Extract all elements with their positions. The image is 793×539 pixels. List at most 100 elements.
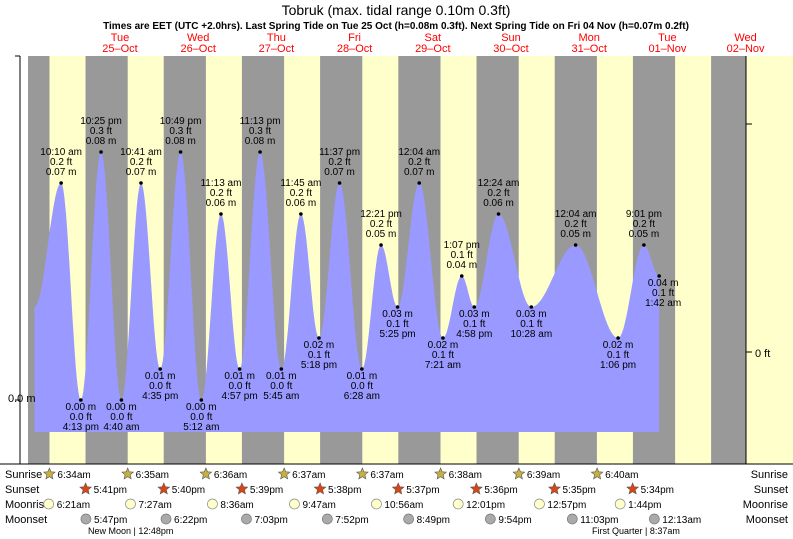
star-icon [512,467,526,480]
extreme-ft-label: 0.3 ft [169,126,191,137]
extreme-ft-label: 0.1 ft [607,350,629,361]
day-labels: Tue25–OctWed26–OctThu27–OctFri28–OctSat2… [102,32,765,55]
extreme-dot [417,181,422,185]
sunset-time: 5:41pm [94,485,127,496]
extreme-m-label: 0.02 m [428,340,459,351]
extreme-time-label: 11:45 am [280,178,321,189]
extreme-ft-label: 0.2 ft [565,219,587,230]
extreme-m-label: 0.05 m [629,229,660,240]
extreme-ft-label: 0.1 ft [386,319,408,330]
extreme-m-label: 0.08 m [86,136,117,147]
moonset-time: 9:54pm [498,515,531,526]
moonset-icon [648,513,660,525]
extreme-time-label: 10:28 am [510,329,552,340]
extreme-time-label: 12:21 pm [360,209,402,220]
day-name-label: Sat [425,32,442,44]
extreme-ft-label: 0.1 ft [451,250,473,261]
moonset-icon [566,513,578,525]
moonrise-icon [289,498,300,510]
extreme-m-label: 0.02 m [304,340,335,351]
day-date-label: 26–Oct [180,43,215,55]
extreme-m-label: 0.00 m [186,402,217,413]
extreme-ft-label: 0.1 ft [308,350,330,361]
right-axis-label: 0 ft [755,348,770,360]
row-label-left: Moonrise [5,499,50,511]
extreme-time-label: 10:49 pm [160,116,202,127]
extreme-ft-label: 0.2 ft [408,157,430,168]
day-date-label: 28–Oct [337,43,372,55]
extreme-m-label: 0.07 m [404,167,435,178]
moonrise-icon [452,498,464,510]
extreme-time-label: 11:37 pm [319,147,360,158]
day-date-label: 30–Oct [493,43,528,55]
day-date-label: 29–Oct [415,43,450,55]
moonset-icon [403,513,414,525]
extreme-m-label: 0.05 m [560,229,591,240]
moonset-time: 7:03pm [254,515,287,526]
moonrise-icon [534,498,545,510]
sunset-time: 5:36pm [484,485,517,496]
moonset-icon [241,513,252,525]
extreme-m-label: 0.07 m [46,167,77,178]
extreme-ft-label: 0.2 ft [633,219,655,230]
row-label-right: Moonrise [743,499,788,511]
day-name-label: Tue [658,32,677,44]
moonrise-time: 7:27am [138,500,171,511]
star-icon [235,482,249,495]
extreme-dot [178,150,183,154]
extreme-ft-label: 0.2 ft [290,188,312,199]
sunrise-time: 6:37am [292,470,325,481]
extreme-m-label: 0.08 m [245,136,276,147]
extreme-m-label: 0.00 m [106,402,137,413]
moonset-time: 8:49pm [417,515,450,526]
extreme-ft-label: 0.0 ft [351,381,373,392]
extreme-ft-label: 0.2 ft [328,157,350,168]
extreme-time-label: 1:07 pm [444,240,480,251]
extreme-time-label: 9:01 pm [626,209,662,220]
extreme-time-label: 5:25 pm [379,329,415,340]
extreme-ft-label: 0.2 ft [487,188,509,199]
extreme-time-label: 10:25 pm [80,116,122,127]
extreme-dot [299,212,303,216]
day-date-label: 31–Oct [571,43,606,55]
extreme-time-label: 10:41 am [120,147,162,158]
day-name-label: Tue [111,32,130,44]
extreme-dot [379,243,383,247]
star-icon [277,467,291,480]
extreme-m-label: 0.06 m [483,198,514,209]
extreme-m-label: 0.00 m [66,402,97,413]
extreme-time-label: 12:04 am [398,147,440,158]
extreme-dot [237,367,242,371]
day-date-label: 27–Oct [259,43,294,55]
extreme-ft-label: 0.3 ft [90,126,112,137]
sunset-time: 5:40pm [172,485,205,496]
axis-lines [0,55,793,465]
moonrise-time: 6:21am [57,500,90,511]
extreme-ft-label: 0.0 ft [270,381,292,392]
moonset-time: 7:52pm [335,515,368,526]
star-icon [391,482,405,495]
day-name-label: Wed [734,32,756,44]
moonrise-time: 12:57pm [547,500,586,511]
moonset-icon [160,513,172,525]
day-date-label: 01–Nov [648,43,686,55]
moonset-time: 5:47pm [94,515,127,526]
star-icon [469,482,483,495]
extreme-m-label: 0.01 m [224,371,255,382]
day-name-label: Fri [348,32,361,44]
sunrise-time: 6:35am [136,470,169,481]
row-label-left: Sunset [5,484,39,496]
extreme-time-label: 4:35 pm [142,391,178,402]
extreme-time-label: 4:13 pm [63,422,99,433]
sunrise-time: 6:37am [370,470,403,481]
extreme-ft-label: 0.1 ft [432,350,454,361]
extreme-dot [472,305,477,309]
moonrise-icon [371,498,382,510]
star-icon [42,467,56,480]
extreme-m-label: 0.04 m [648,278,679,289]
extreme-m-label: 0.03 m [459,309,490,320]
moonrise-icon [614,498,626,510]
sunset-time: 5:34pm [641,485,674,496]
extreme-m-label: 0.07 m [324,167,355,178]
extreme-time-label: 6:28 am [344,391,380,402]
